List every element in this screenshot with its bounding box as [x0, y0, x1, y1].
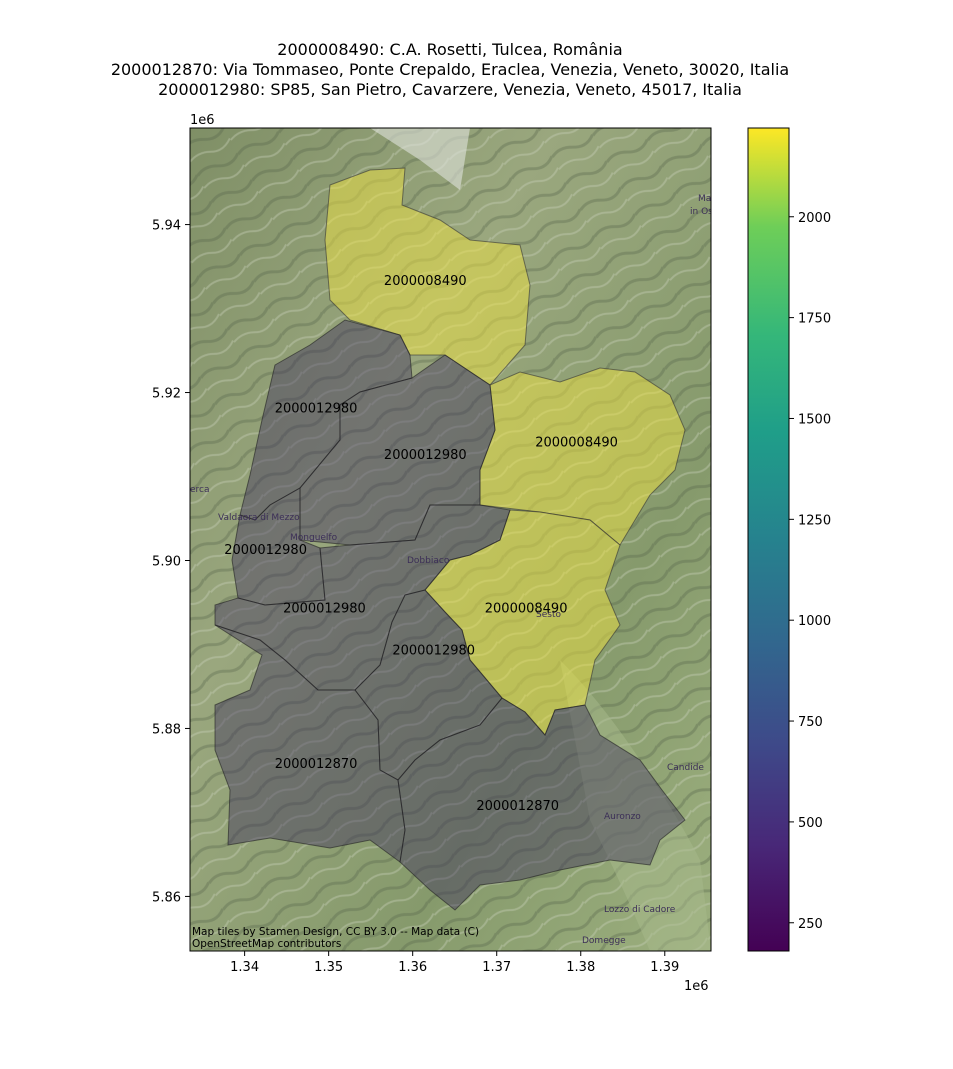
colorbar	[747, 127, 790, 952]
colorbar-tick-label: 1500	[798, 412, 831, 427]
label-c-w: 2000012980	[224, 543, 307, 558]
y-axis: 5.94 5.92 5.90 5.88 5.86	[152, 219, 190, 905]
title-line-2: 2000012870: Via Tommaseo, Ponte Crepaldo…	[110, 60, 790, 79]
label-c-sc: 2000012980	[392, 644, 475, 659]
place-valdaora: Valdaora di Mezzo	[218, 513, 300, 523]
y-tick-label: 5.86	[152, 890, 181, 905]
label-c-c: 2000012980	[283, 602, 366, 617]
y-tick-label: 5.90	[152, 554, 181, 569]
y-tick-label: 5.92	[152, 387, 181, 402]
region-2000008490-north	[324, 167, 531, 386]
place-candide: Candide	[667, 763, 704, 773]
colorbar-tick-label: 750	[798, 715, 823, 730]
place-erca: erca	[190, 485, 210, 495]
region-2000012870-east	[397, 697, 686, 911]
snow-patch	[370, 128, 470, 190]
label-n-east: 2000008490	[535, 435, 618, 450]
region-labels: 2000008490 2000008490 2000008490 2000012980…	[224, 274, 618, 814]
title-line-1: 2000008490: C.A. Rosetti, Tulcea, Români…	[277, 40, 623, 59]
x-axis: 1.34 1.35 1.36 1.37 1.38 1.39	[230, 951, 679, 975]
label-n-south: 2000008490	[485, 602, 568, 617]
x-tick-label: 1.37	[482, 960, 511, 975]
map-frame	[189, 127, 712, 952]
colorbar-tick-label: 250	[798, 917, 823, 932]
label-c-nc: 2000012980	[384, 448, 467, 463]
colorbar-tick-label: 1000	[798, 614, 831, 629]
x-tick-label: 1.34	[230, 960, 259, 975]
place-auronzo: Auronzo	[604, 812, 641, 822]
valley-patch	[560, 660, 711, 951]
place-sesto: Sesto	[536, 610, 561, 620]
place-ma: Ma	[698, 194, 711, 204]
attribution-line-1: Map tiles by Stamen Design, CC BY 3.0 --…	[192, 926, 479, 938]
colorbar-tick-label: 500	[798, 816, 823, 831]
place-lozzo: Lozzo di Cadore	[604, 905, 676, 915]
colorbar-ticks: 250 500 750 1000 1250 1500 1750 2000	[789, 211, 831, 932]
x-tick-label: 1.35	[314, 960, 343, 975]
place-monguelfo: Monguelfo	[290, 533, 338, 543]
x-tick-label: 1.36	[398, 960, 427, 975]
x-tick-label: 1.39	[650, 960, 679, 975]
region-2000012870-west	[214, 624, 406, 863]
title-line-3: 2000012980: SP85, San Pietro, Cavarzere,…	[158, 80, 742, 99]
y-offset-label: 1e6	[190, 113, 215, 128]
y-tick-label: 5.88	[152, 722, 181, 737]
attribution-line-2: OpenStreetMap contributors	[192, 938, 341, 950]
y-tick-label: 5.94	[152, 219, 181, 234]
map-area: Valdaora di Mezzo Monguelfo Dobbiaco Ses…	[190, 128, 713, 951]
place-dobbiaco: Dobbiaco	[407, 556, 450, 566]
place-domegge: Domegge	[582, 936, 626, 946]
colorbar-tick-label: 1750	[798, 312, 831, 327]
label-c-nw: 2000012980	[275, 402, 358, 417]
colorbar-tick-label: 2000	[798, 211, 831, 226]
figure-title: 2000008490: C.A. Rosetti, Tulcea, Români…	[0, 40, 900, 100]
label-s-e: 2000012870	[476, 799, 559, 814]
label-s-w: 2000012870	[275, 757, 358, 772]
label-n-north: 2000008490	[384, 274, 467, 289]
colorbar-tick-label: 1250	[798, 513, 831, 528]
x-offset-label: 1e6	[684, 979, 709, 994]
place-in-os: in Os	[690, 207, 713, 217]
x-tick-label: 1.38	[566, 960, 595, 975]
